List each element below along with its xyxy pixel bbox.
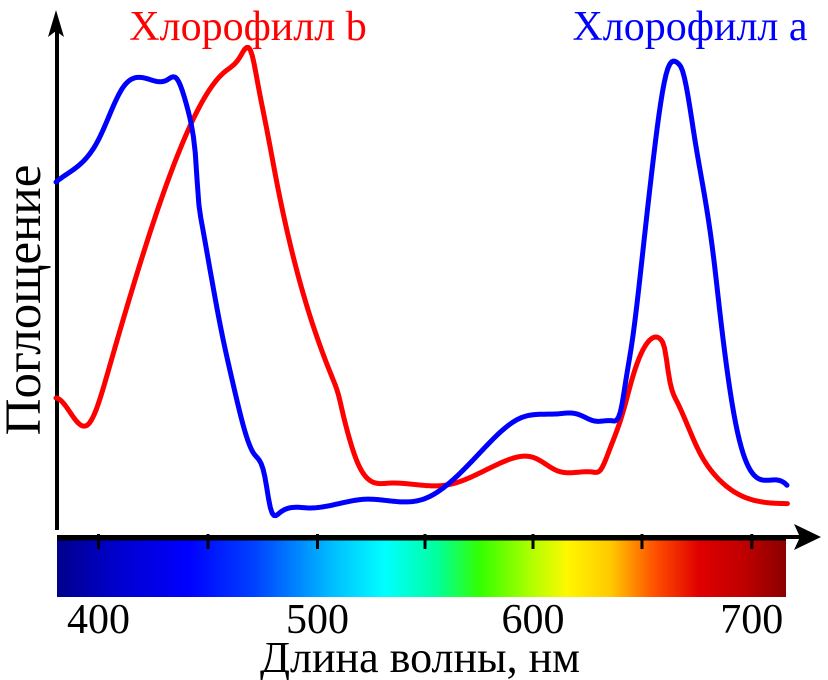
svg-text:400: 400: [67, 597, 130, 643]
svg-text:Хлорофилл a: Хлорофилл a: [572, 4, 807, 50]
svg-text:Поглощение: Поглощение: [0, 165, 52, 436]
svg-text:700: 700: [720, 597, 783, 643]
svg-text:Длина волны, нм: Длина волны, нм: [260, 633, 580, 680]
svg-text:Хлорофилл b: Хлорофилл b: [129, 4, 366, 50]
